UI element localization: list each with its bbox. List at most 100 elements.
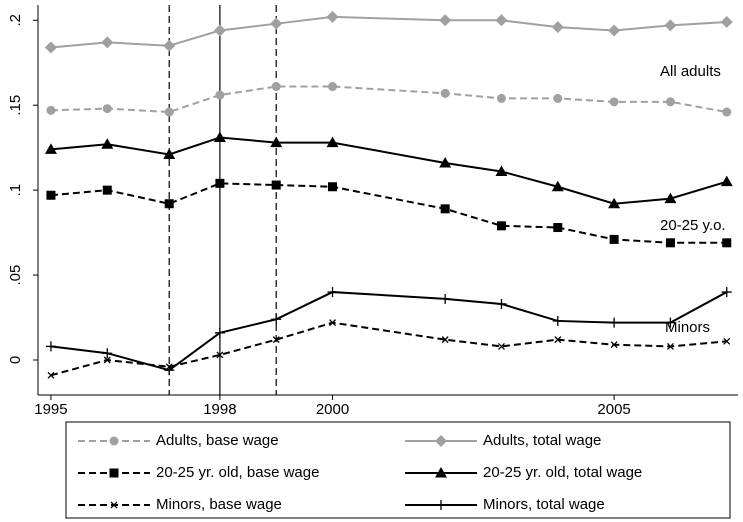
series-line	[50, 85, 727, 114]
marker	[270, 17, 283, 30]
annotation: 20-25 y.o.	[660, 217, 726, 234]
marker	[164, 365, 175, 376]
marker	[328, 182, 338, 192]
series-line	[50, 291, 728, 372]
marker	[608, 197, 621, 209]
marker	[665, 97, 675, 107]
marker	[103, 356, 111, 364]
marker	[552, 315, 563, 326]
series-line	[50, 321, 727, 377]
marker	[440, 88, 450, 98]
marker	[101, 36, 114, 49]
marker	[163, 148, 176, 159]
marker	[496, 93, 506, 103]
marker	[441, 336, 449, 344]
y-tick-label: .1	[7, 184, 24, 197]
marker	[102, 348, 113, 359]
marker	[665, 238, 675, 248]
legend-label: Adults, total wage	[483, 432, 601, 449]
y-tick-label: .15	[7, 95, 24, 116]
marker	[553, 93, 563, 103]
marker	[496, 298, 507, 309]
marker	[271, 180, 281, 190]
marker	[326, 136, 339, 148]
marker	[215, 178, 225, 188]
legend-label: Minors, base wage	[156, 496, 282, 513]
marker	[722, 238, 732, 248]
marker	[609, 97, 619, 107]
legend-marker	[110, 501, 118, 509]
marker	[721, 287, 732, 298]
marker	[46, 190, 56, 200]
marker	[327, 287, 338, 298]
marker	[609, 234, 619, 244]
marker	[214, 327, 225, 338]
marker	[608, 24, 621, 37]
marker	[272, 336, 280, 344]
marker	[44, 143, 57, 154]
marker	[164, 199, 174, 209]
legend-label: 20-25 yr. old, base wage	[156, 464, 319, 481]
marker	[722, 107, 732, 117]
marker	[102, 185, 112, 195]
x-tick-label: 2000	[316, 401, 349, 418]
marker	[213, 131, 226, 142]
marker	[439, 14, 452, 27]
legend-marker	[435, 435, 447, 447]
legend-marker	[109, 436, 119, 446]
marker	[213, 24, 226, 37]
marker	[326, 10, 339, 23]
marker	[495, 165, 508, 176]
marker	[664, 19, 677, 32]
legend-box	[65, 421, 731, 519]
x-tick-label: 1995	[34, 401, 67, 418]
marker	[609, 317, 620, 328]
marker	[46, 105, 56, 115]
y-tick-label: .05	[7, 265, 24, 286]
marker	[551, 21, 564, 34]
marker	[45, 341, 56, 352]
marker	[495, 14, 508, 27]
marker	[440, 293, 451, 304]
marker	[720, 175, 733, 187]
marker	[164, 107, 174, 117]
marker	[328, 82, 338, 92]
annotation: All adults	[660, 63, 721, 80]
marker	[553, 223, 563, 233]
marker	[271, 82, 281, 92]
marker	[440, 204, 450, 214]
marker	[44, 41, 57, 54]
marker	[723, 337, 731, 345]
marker	[610, 341, 618, 349]
marker	[720, 15, 733, 28]
legend-label: Adults, base wage	[156, 432, 279, 449]
marker	[163, 39, 176, 52]
legend-marker	[109, 468, 119, 478]
y-tick-label: 0	[7, 356, 24, 364]
marker	[665, 317, 676, 328]
annotation: Minors	[665, 319, 710, 336]
marker	[664, 192, 677, 204]
marker	[666, 342, 674, 350]
x-tick-label: 2005	[597, 401, 630, 418]
x-tick-label: 1998	[203, 401, 236, 418]
marker	[439, 156, 452, 168]
legend-marker	[435, 467, 447, 478]
marker	[498, 342, 505, 350]
legend-marker	[436, 500, 446, 510]
marker	[216, 351, 224, 359]
marker	[496, 221, 506, 231]
legend-label: 20-25 yr. old, total wage	[483, 464, 642, 481]
legend-label: Minors, total wage	[483, 496, 605, 513]
y-tick-label: .2	[7, 14, 24, 27]
series-line	[50, 182, 727, 244]
marker	[215, 90, 225, 100]
marker	[101, 138, 114, 149]
marker	[102, 104, 112, 114]
series-line	[50, 15, 727, 49]
marker	[271, 314, 282, 325]
marker	[554, 336, 562, 344]
marker	[329, 319, 336, 327]
marker	[47, 371, 55, 379]
